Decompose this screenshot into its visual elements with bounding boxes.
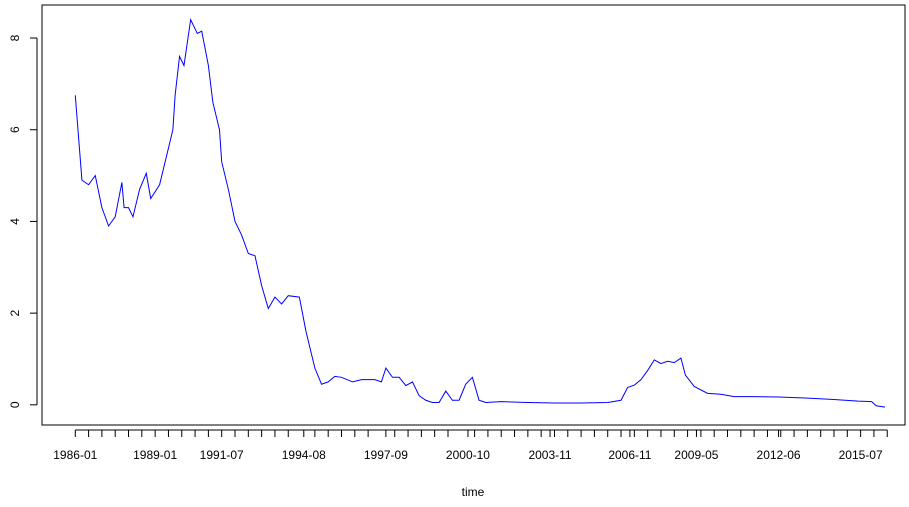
- y-tick-label: 8: [8, 34, 22, 41]
- x-tick-label: 1991-07: [200, 448, 244, 462]
- x-tick-label: 1997-09: [364, 448, 408, 462]
- x-tick-label: 2003-11: [528, 448, 571, 462]
- x-tick-label: 2006-11: [608, 448, 651, 462]
- x-tick-label: 1989-01: [133, 448, 177, 462]
- y-tick-label: 4: [8, 218, 22, 225]
- x-axis-label: time: [462, 485, 485, 499]
- x-tick-label: 1994-08: [282, 448, 326, 462]
- x-tick-label: 2012-06: [757, 448, 801, 462]
- x-tick-label: 2015-07: [839, 448, 883, 462]
- x-tick-label: 2000-10: [446, 448, 490, 462]
- x-tick-label: 2009-05: [674, 448, 718, 462]
- y-tick-label: 6: [8, 126, 22, 133]
- plot-frame: [41, 4, 906, 426]
- y-tick-label: 0: [8, 401, 22, 408]
- x-tick-label: 1986-01: [53, 448, 97, 462]
- y-tick-label: 2: [8, 309, 22, 316]
- data-line: [74, 17, 886, 408]
